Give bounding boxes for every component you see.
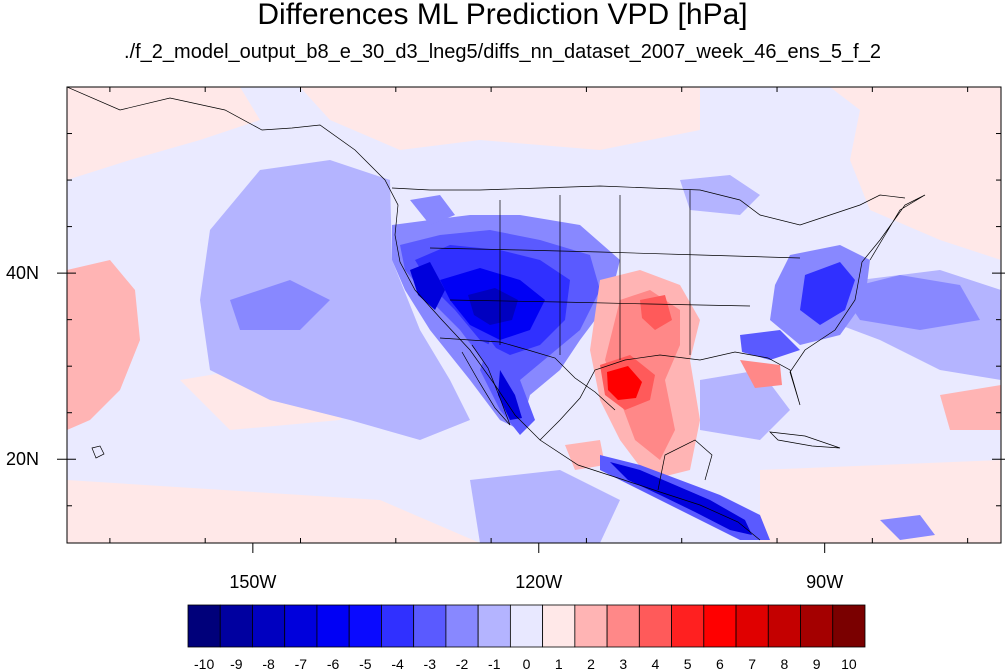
field-region <box>800 262 855 325</box>
field-region <box>410 195 455 225</box>
colorbar-label: 1 <box>555 656 563 672</box>
field-region <box>740 330 800 360</box>
field-region <box>740 360 782 388</box>
coastline-cuba <box>769 431 841 449</box>
field-region <box>760 460 1001 543</box>
colorbar-label: 6 <box>716 656 724 672</box>
colorbar-label: -10 <box>194 656 214 672</box>
colorbar-swatch <box>348 604 382 648</box>
colorbar-swatch <box>542 604 576 648</box>
state-line <box>429 247 801 259</box>
coastlines <box>67 87 926 541</box>
field-region <box>607 366 642 400</box>
colorbar-label: -8 <box>262 656 275 672</box>
field-region <box>230 280 330 330</box>
field-region <box>300 87 700 150</box>
colorbar-label: 7 <box>748 656 756 672</box>
colorbar-swatch <box>252 604 286 648</box>
colorbar-label: 9 <box>813 656 821 672</box>
colorbar-label: 10 <box>841 656 857 672</box>
map-subtitle: ./f_2_model_output_b8_e_30_d3_lneg5/diff… <box>124 41 881 63</box>
state-line <box>449 299 751 307</box>
colorbar-label: -7 <box>295 656 308 672</box>
colorbar-swatch <box>316 604 350 648</box>
coastline-canada <box>391 185 906 226</box>
field-region <box>200 160 470 440</box>
field-region <box>840 275 980 330</box>
colorbar-swatch <box>832 604 866 648</box>
coastline-gulf <box>539 194 926 441</box>
field-region <box>880 515 935 540</box>
colorbar-swatch <box>284 604 318 648</box>
colorbar-label: -3 <box>424 656 437 672</box>
colorbar-label: -5 <box>359 656 372 672</box>
field-layer <box>67 87 1001 543</box>
coastline-hawaii <box>91 445 105 459</box>
coastline-yucatan <box>657 439 713 491</box>
colorbar-label: -2 <box>456 656 469 672</box>
field-region <box>67 87 260 180</box>
colorbar-label: 8 <box>781 656 789 672</box>
map-title: Differences ML Prediction VPD [hPa] <box>257 0 748 31</box>
field-region <box>468 288 518 325</box>
colorbar-swatch <box>381 604 415 648</box>
border-us-mexico <box>439 337 616 411</box>
y-tick-label: 40N <box>6 263 39 283</box>
colorbar-swatch <box>509 604 544 648</box>
field-region <box>940 385 1001 430</box>
colorbar-swatch <box>413 604 447 648</box>
colorbar-swatch <box>219 604 253 648</box>
colorbar: -10 -9 -8 -7 -6 -5 -4 -3 -2 -1 0 1 2 3 4 5 6 7 8 9 10 <box>187 604 866 672</box>
field-region <box>470 470 620 543</box>
plot-frame <box>66 86 1002 544</box>
colorbar-label: 3 <box>619 656 627 672</box>
coastline-north-america <box>67 87 761 541</box>
axis-ticks: 150W 120W 90W 40N 20N <box>6 87 1005 592</box>
colorbar-swatch <box>735 604 769 648</box>
colorbar-label: 5 <box>684 656 692 672</box>
colorbar-swatch <box>703 604 737 648</box>
field-region <box>67 480 480 543</box>
colorbar-swatch <box>800 604 834 648</box>
colorbar-label: 2 <box>587 656 595 672</box>
field-region <box>565 440 605 470</box>
colorbar-swatch <box>606 604 640 648</box>
colorbar-swatch <box>767 604 801 648</box>
colorbar-label: -1 <box>488 656 501 672</box>
field-region <box>67 260 140 430</box>
field-region <box>410 262 445 310</box>
field-region <box>498 370 522 420</box>
colorbar-swatch <box>638 604 672 648</box>
x-tick-label: 150W <box>229 572 276 592</box>
colorbar-swatch <box>477 604 511 648</box>
colorbar-label: -9 <box>230 656 243 672</box>
colorbar-swatch <box>187 604 221 648</box>
colorbar-label: -4 <box>391 656 404 672</box>
colorbar-label: 0 <box>523 656 531 672</box>
field-region <box>700 370 790 440</box>
colorbar-swatch <box>445 604 479 648</box>
field-region <box>830 87 1001 260</box>
colorbar-label: -6 <box>327 656 340 672</box>
x-tick-label: 90W <box>806 572 843 592</box>
colorbar-label: 4 <box>652 656 660 672</box>
colorbar-swatch <box>574 604 608 648</box>
coastline-baja <box>461 344 511 426</box>
y-tick-label: 20N <box>6 449 39 469</box>
colorbar-swatch <box>671 604 705 648</box>
x-tick-label: 120W <box>515 572 562 592</box>
